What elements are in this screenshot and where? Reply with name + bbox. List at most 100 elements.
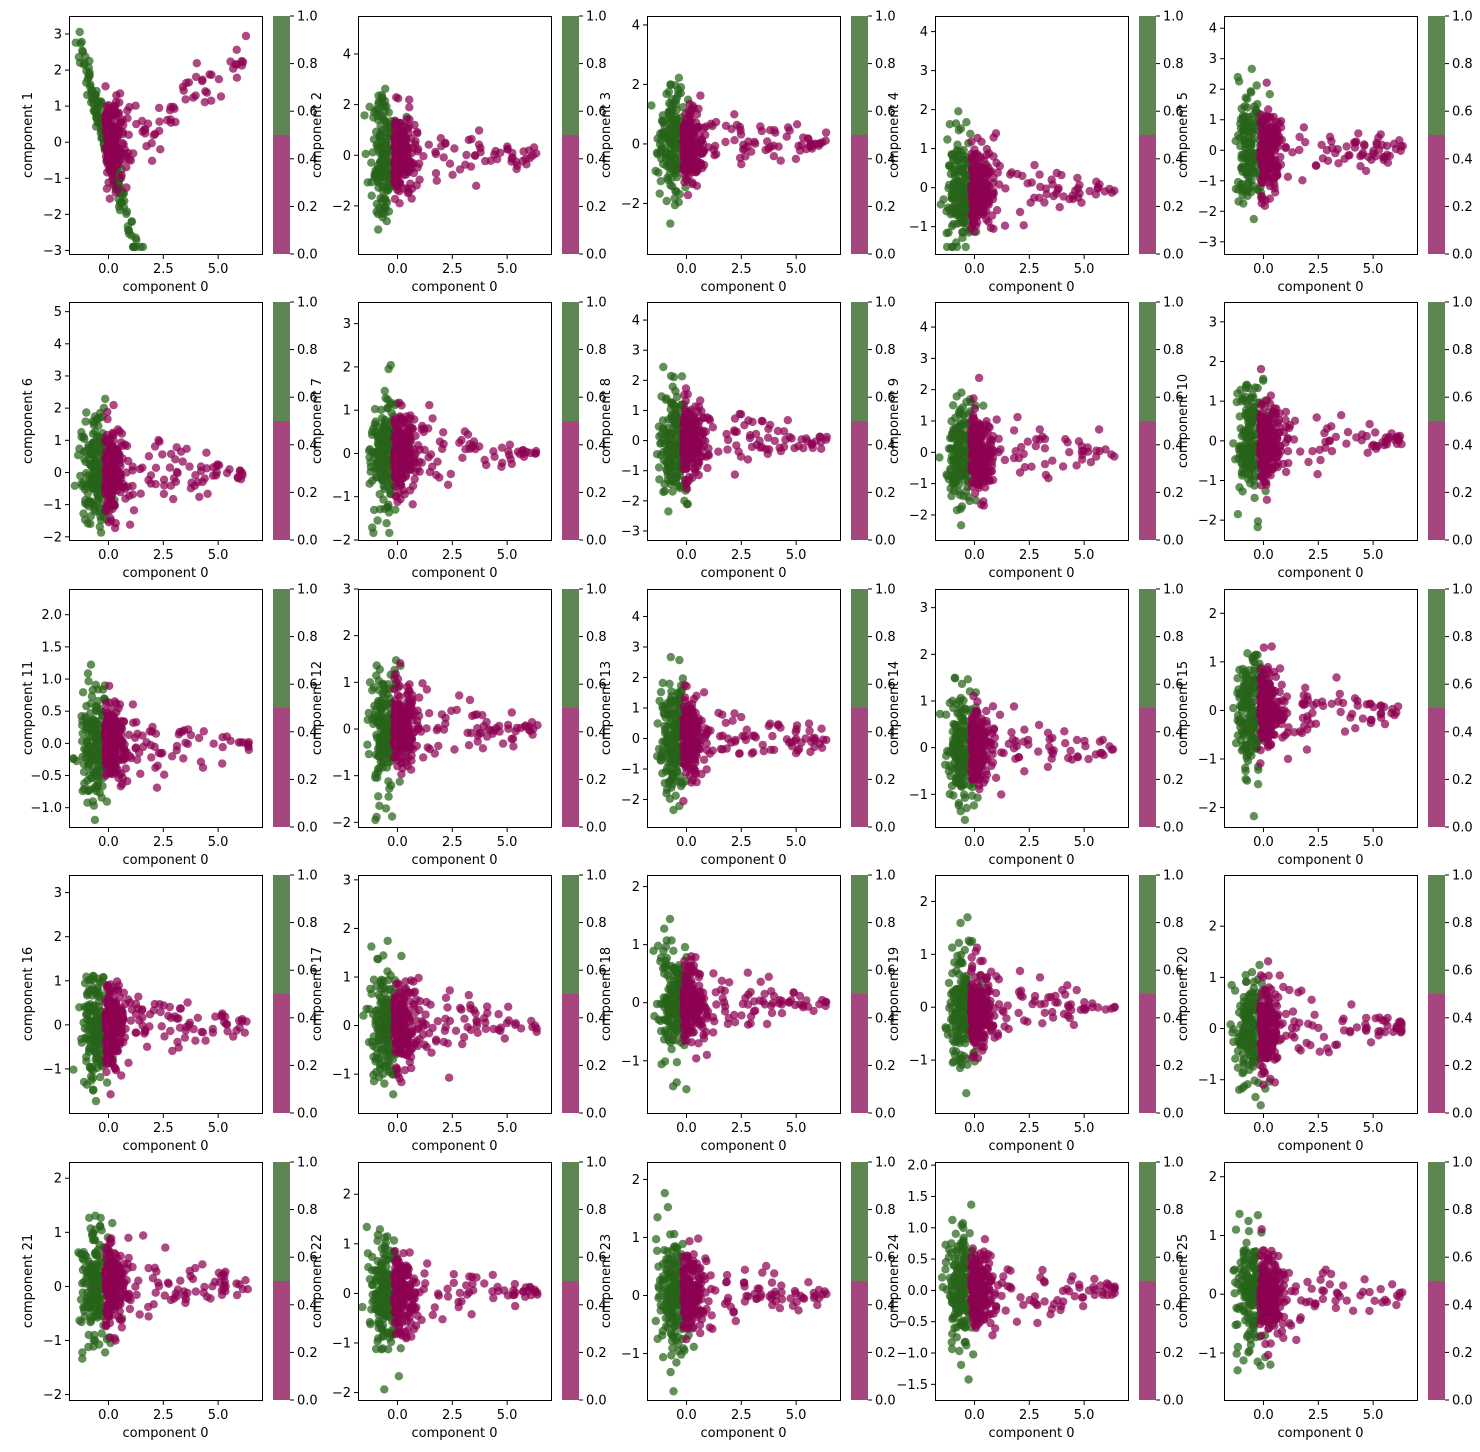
colorbar: 0.00.20.40.60.81.0 [1139,296,1184,549]
point-class-0 [1256,444,1266,453]
colorbar-tick-label: 0.4 [297,152,318,167]
point-class-1 [951,477,960,486]
point-class-0 [967,416,976,426]
point-class-0 [704,451,713,460]
point-class-1 [958,433,967,443]
point-class-0 [682,164,691,174]
axes-frame [69,302,263,541]
y-tick-label: 1 [920,142,928,157]
point-class-0 [432,176,441,185]
colorbar-tick-label: 0.2 [1452,200,1473,215]
point-class-0 [714,447,723,456]
point-class-1 [84,443,93,452]
point-class-1 [666,181,675,190]
point-class-0 [103,151,112,161]
point-class-0 [415,467,424,476]
axes-frame [69,16,263,255]
point-class-1 [74,52,84,62]
point-class-0 [1035,170,1044,179]
point-class-1 [371,448,380,457]
point-class-1 [373,516,382,525]
point-class-0 [1270,419,1279,428]
point-class-0 [1269,112,1278,122]
point-class-1 [94,507,104,516]
y-tick-label: −3 [43,244,62,259]
point-class-0 [406,179,415,188]
point-class-1 [676,83,686,92]
point-class-0 [191,72,201,82]
point-class-1 [1243,94,1252,104]
y-axis-label: component 10 [1176,374,1191,468]
point-class-0 [681,384,691,393]
point-class-0 [1371,428,1380,437]
point-class-1 [73,451,83,460]
point-class-0 [691,429,700,438]
point-class-0 [1276,152,1285,162]
point-class-1 [88,685,97,695]
point-class-1 [79,509,88,518]
point-class-0 [764,433,773,442]
point-class-0 [420,445,429,455]
points-group [69,660,253,825]
point-class-0 [443,480,453,489]
point-class-0 [1262,468,1271,477]
point-class-0 [1006,170,1015,179]
x-tick-label: 5.0 [208,548,229,563]
colorbar-tick-label: 0.8 [875,343,896,358]
point-class-0 [764,424,773,434]
point-class-0 [1281,143,1290,153]
point-class-0 [182,78,191,88]
point-class-0 [163,115,172,125]
point-class-0 [446,469,455,479]
point-class-0 [236,475,246,484]
x-tick-label: 0.0 [964,548,985,563]
point-class-0 [1260,452,1269,461]
colorbar-tick-label: 1.0 [1163,296,1184,311]
point-class-1 [1253,185,1262,194]
point-class-0 [480,455,489,465]
colorbar-upper-band [273,16,290,135]
point-class-0 [109,400,118,410]
point-class-0 [1299,123,1309,132]
point-class-0 [681,109,690,119]
point-class-1 [1237,154,1246,163]
point-class-0 [158,450,167,459]
point-class-1 [943,471,952,480]
point-class-0 [1015,207,1025,217]
point-class-0 [989,152,998,161]
point-class-1 [935,453,944,462]
point-class-0 [126,156,135,165]
point-class-1 [657,154,666,163]
point-class-0 [418,421,427,431]
point-class-0 [1270,404,1279,413]
point-class-0 [431,169,441,178]
point-class-0 [397,452,406,462]
point-class-1 [91,456,100,466]
point-class-1 [958,168,968,177]
axes-frame [1224,302,1418,541]
y-tick-label: 3 [920,352,928,367]
colorbar-tick-label: 1.0 [875,10,896,25]
point-class-0 [191,471,200,480]
y-tick-label: 2 [1209,355,1217,370]
point-class-0 [683,175,692,185]
point-class-0 [1283,447,1293,456]
y-tick-label: 3 [343,317,351,332]
point-class-1 [1249,214,1259,224]
point-class-1 [95,444,105,453]
point-class-0 [165,463,175,472]
point-class-0 [682,478,692,487]
point-class-1 [956,521,966,530]
point-class-0 [684,155,693,165]
point-class-0 [166,481,176,490]
point-class-1 [1238,460,1247,469]
point-class-0 [104,518,114,527]
point-class-1 [84,454,94,463]
colorbar-tick-label: 0.2 [586,200,607,215]
points-group [364,360,541,538]
point-class-0 [113,425,123,434]
point-class-1 [1259,374,1268,384]
point-class-0 [1072,461,1081,470]
point-class-0 [779,427,789,436]
